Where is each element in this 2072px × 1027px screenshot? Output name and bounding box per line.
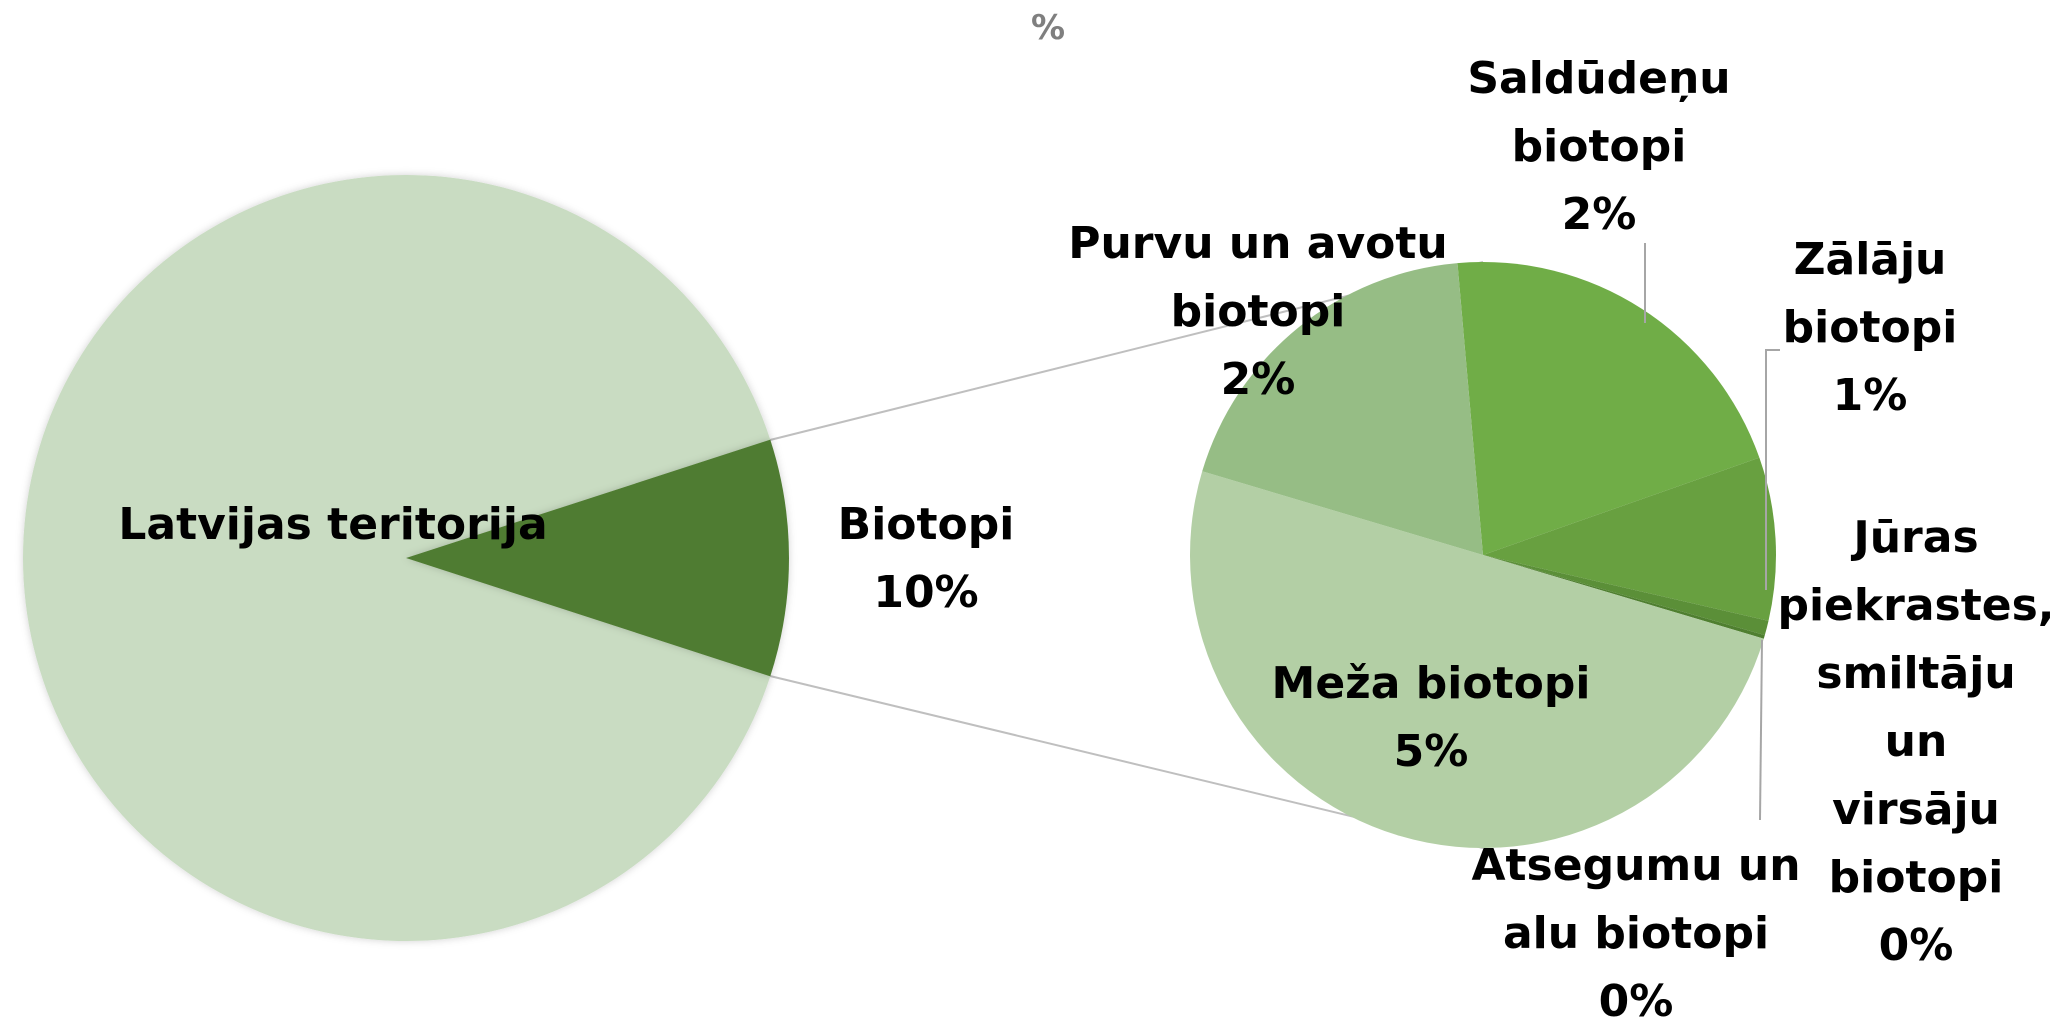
value-label: 2% — [1220, 354, 1296, 405]
value-label: 0% — [1878, 920, 1954, 971]
slice-label: Zālāju biotopi — [1782, 234, 1958, 353]
data-label: Jūras piekrastes, smiltāju un virsāju bi… — [1777, 504, 2054, 980]
value-label: 5% — [1393, 726, 1469, 777]
data-label: Biotopi 10% — [838, 491, 1015, 627]
leader-lines — [1644, 243, 1780, 821]
chart-title: % — [1030, 8, 1066, 48]
slice-label: Purvu un avotu biotopi — [1068, 218, 1448, 337]
slice-label: Biotopi — [837, 499, 1015, 550]
data-label: Purvu un avotu biotopi 2% — [1068, 210, 1448, 414]
data-label: Saldūdeņu biotopi 2% — [1467, 45, 1730, 249]
pie-slice — [1202, 263, 1483, 555]
leader-line — [1765, 349, 1780, 590]
pies — [22, 175, 1776, 942]
slice-label: Saldūdeņu biotopi — [1467, 53, 1731, 172]
slice-label: Atsegumu un alu biotopi — [1471, 840, 1801, 959]
data-label: Atsegumu un alu biotopi 0% — [1471, 832, 1800, 1027]
data-label: Zālāju biotopi 1% — [1769, 226, 1971, 430]
value-label: 10% — [873, 567, 979, 618]
pie-slice — [22, 175, 771, 942]
pie-slice — [1483, 457, 1776, 621]
leader-line — [1759, 639, 1763, 821]
slice-label: Latvijas teritorija — [118, 499, 548, 550]
slice-label: Jūras piekrastes, smiltāju un virsāju bi… — [1777, 512, 2055, 903]
pie-slice — [1483, 555, 1769, 636]
pie-slice — [406, 439, 789, 677]
data-label: Meža biotopi 5% — [1272, 650, 1591, 786]
value-label: 0% — [1598, 976, 1674, 1027]
slice-label: Meža biotopi — [1271, 658, 1591, 709]
pie-slice — [1190, 471, 1764, 848]
value-label: 2% — [1561, 189, 1637, 240]
pie-slice — [1483, 555, 1765, 639]
pie-slice — [1457, 262, 1760, 555]
data-label: Latvijas teritorija — [118, 491, 547, 559]
value-label: 1% — [1832, 370, 1908, 421]
